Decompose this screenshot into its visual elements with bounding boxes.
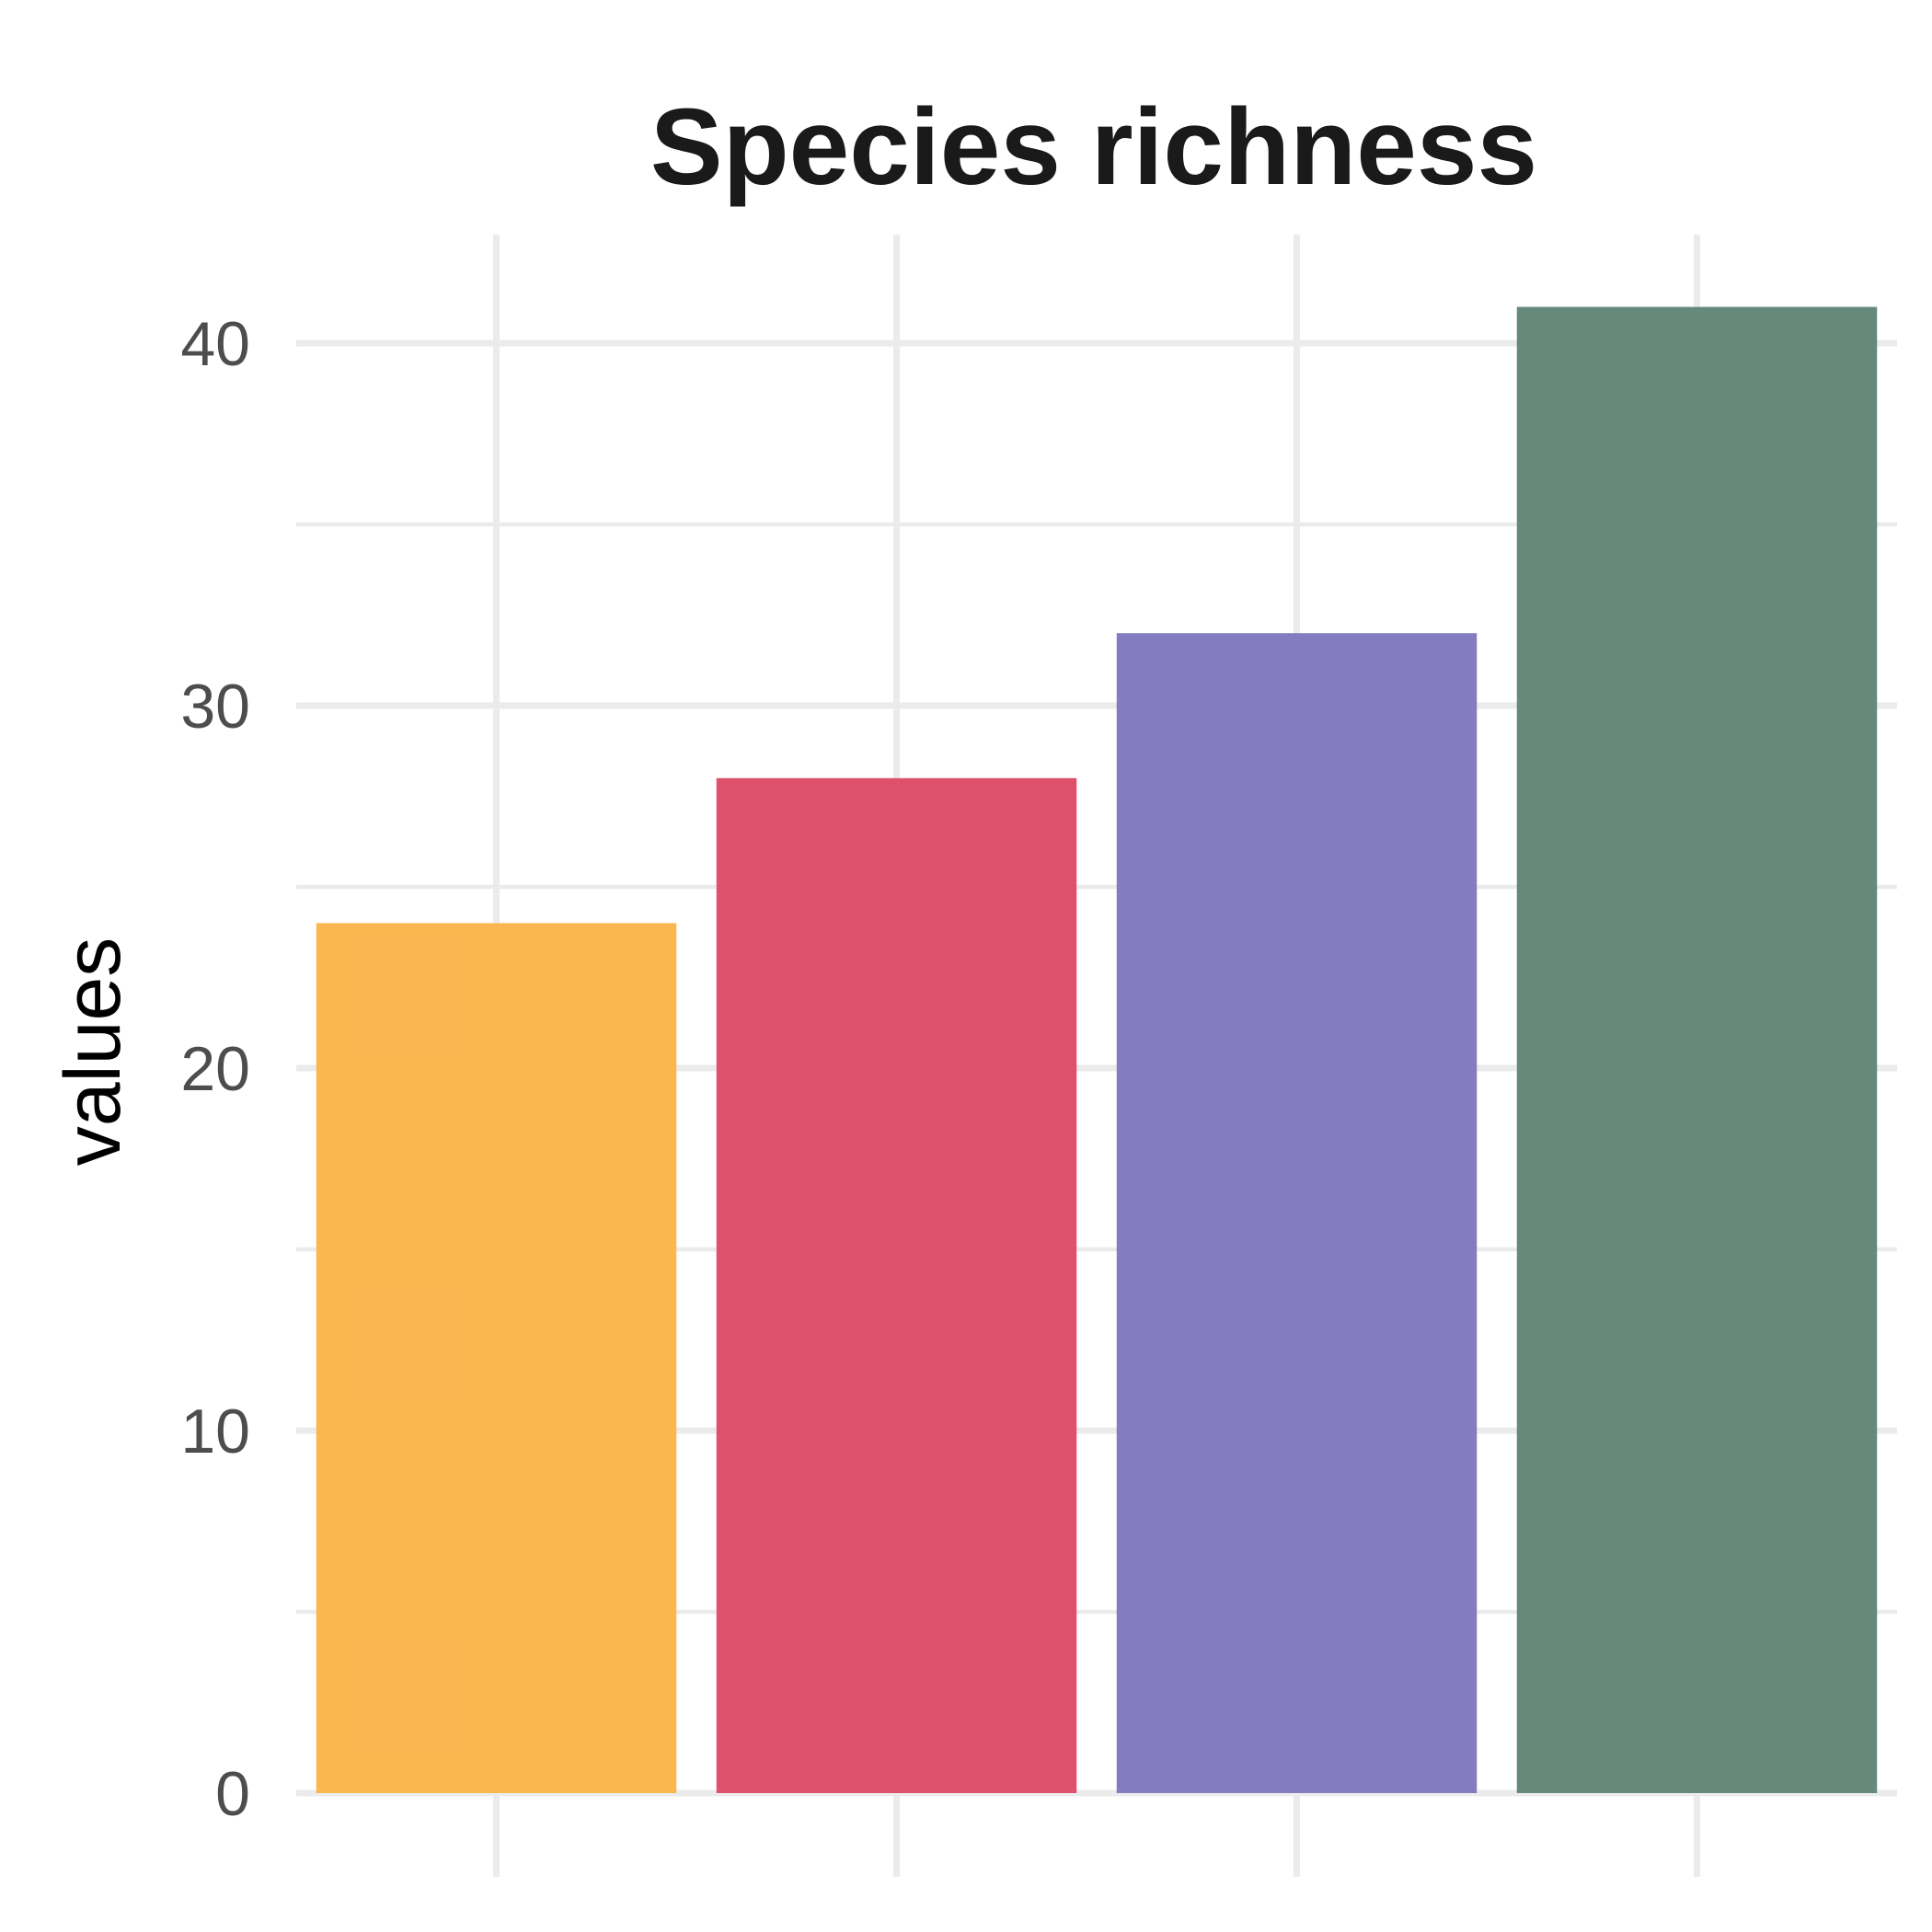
y-axis-ticks: 0 10 20 30 40 [180, 309, 250, 1829]
bar [716, 777, 1077, 1793]
y-tick-label: 10 [180, 1397, 250, 1466]
bars [316, 306, 1878, 1794]
y-tick-label: 30 [180, 672, 250, 742]
y-axis-label: values [49, 937, 137, 1167]
chart-title: Species richness [650, 86, 1537, 208]
y-tick-label: 40 [180, 309, 250, 379]
bar [316, 923, 677, 1793]
y-tick-label: 0 [215, 1759, 250, 1829]
bar [1516, 306, 1878, 1794]
bar [1116, 633, 1478, 1794]
y-tick-label: 20 [180, 1034, 250, 1104]
